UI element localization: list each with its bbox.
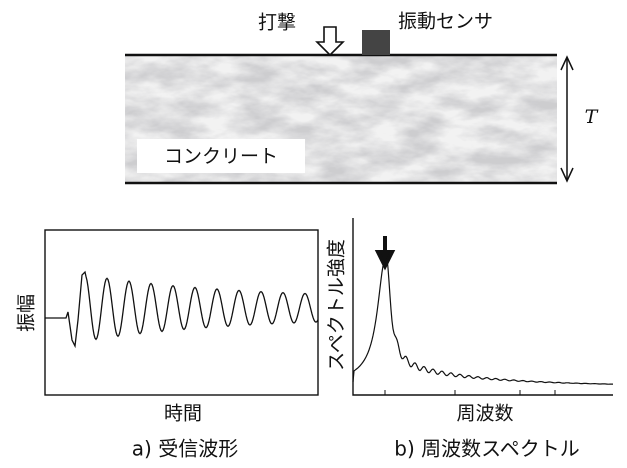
- peak-arrow: [378, 236, 392, 266]
- sensor-label: 振動センサ: [398, 11, 493, 33]
- spectrum-curve: [353, 249, 613, 384]
- concrete-block: コンクリート: [125, 55, 557, 183]
- diagram: コンクリート 打撃 振動センサ T 振幅 時間 a) 受信波形 スペクトル強度 …: [0, 0, 627, 468]
- waveform-curve: [45, 272, 318, 346]
- x-axis-label: 時間: [164, 403, 202, 425]
- x-axis-label: 周波数: [456, 403, 513, 425]
- caption: a) 受信波形: [132, 437, 238, 461]
- material-label: コンクリート: [164, 146, 278, 168]
- axis-ticks: [385, 390, 555, 395]
- sensor: [362, 30, 390, 55]
- caption: b) 周波数スペクトル: [394, 437, 579, 461]
- thickness-label: T: [585, 106, 599, 128]
- spectrum-plot: スペクトル強度 周波数 b) 周波数スペクトル: [326, 218, 614, 461]
- y-axis-label: スペクトル強度: [326, 239, 348, 371]
- thickness-dimension: T: [561, 57, 599, 181]
- impact-label: 打撃: [258, 12, 296, 34]
- impact-arrow: [317, 27, 343, 55]
- waveform-plot: 振幅 時間 a) 受信波形: [16, 230, 319, 461]
- plot-axes: [353, 218, 613, 395]
- y-axis-label: 振幅: [16, 294, 38, 332]
